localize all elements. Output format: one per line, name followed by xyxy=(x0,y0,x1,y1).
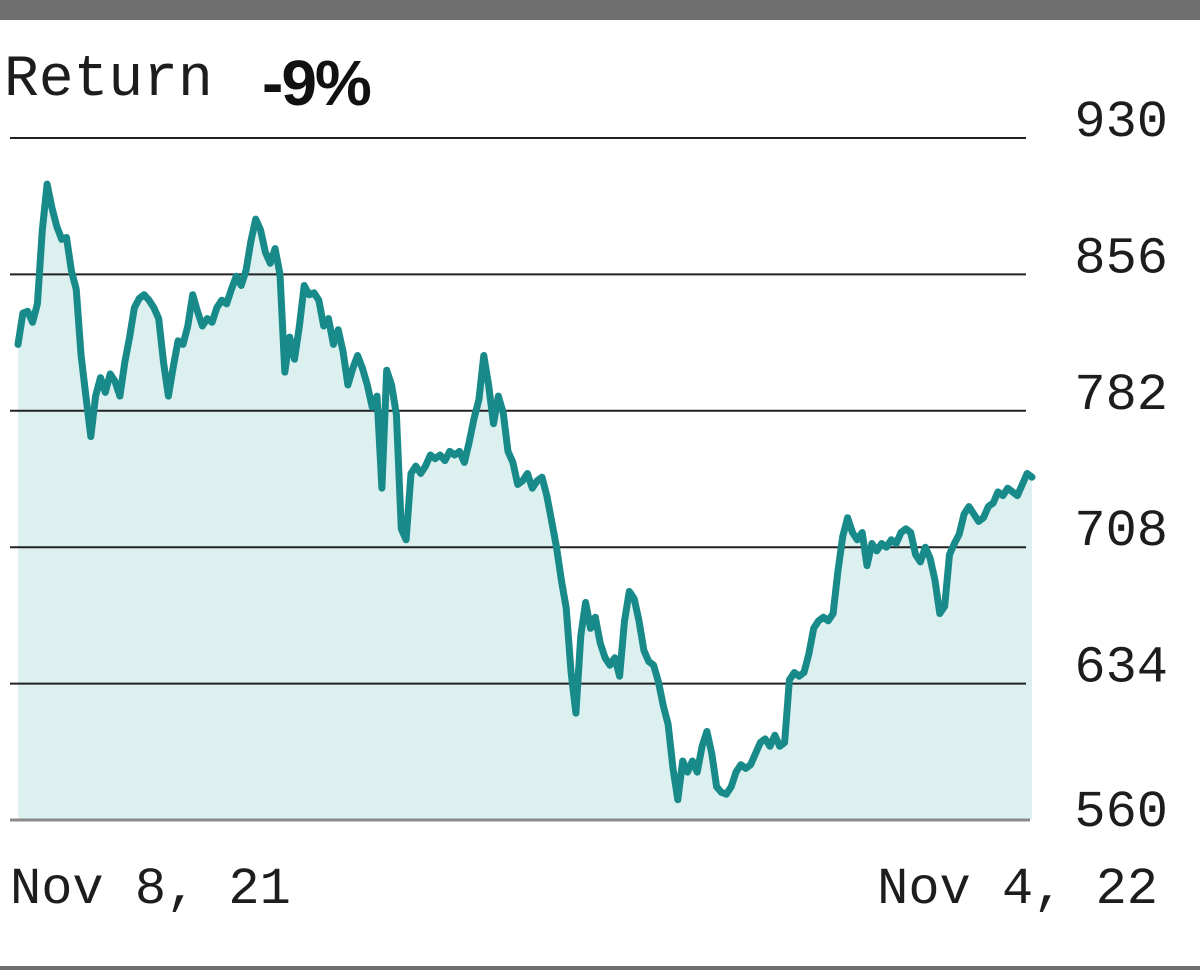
x-label-start: Nov 8, 21 xyxy=(10,860,291,919)
area-fill-layer xyxy=(18,184,1032,821)
y-tick-label: 708 xyxy=(1074,502,1168,561)
return-value: -9% xyxy=(262,47,372,119)
price-line-layer xyxy=(14,180,1036,804)
y-tick-label: 634 xyxy=(1074,639,1168,698)
y-tick-label: 560 xyxy=(1074,783,1168,842)
y-tick-label: 856 xyxy=(1074,229,1168,288)
gridlines xyxy=(10,137,1030,822)
bottom-frame-bar xyxy=(0,966,1200,970)
y-tick-label: 930 xyxy=(1074,93,1168,152)
y-axis-ticks: 930 856 782 708 634 560 xyxy=(1074,93,1168,842)
top-frame-bar xyxy=(0,0,1200,20)
price-line xyxy=(14,180,1036,804)
return-label: Return xyxy=(4,48,213,113)
x-axis-labels: Nov 8, 21 Nov 4, 22 xyxy=(10,860,1158,919)
y-tick-label: 782 xyxy=(1074,366,1168,425)
area-fill xyxy=(18,184,1032,821)
x-label-end: Nov 4, 22 xyxy=(877,860,1158,919)
